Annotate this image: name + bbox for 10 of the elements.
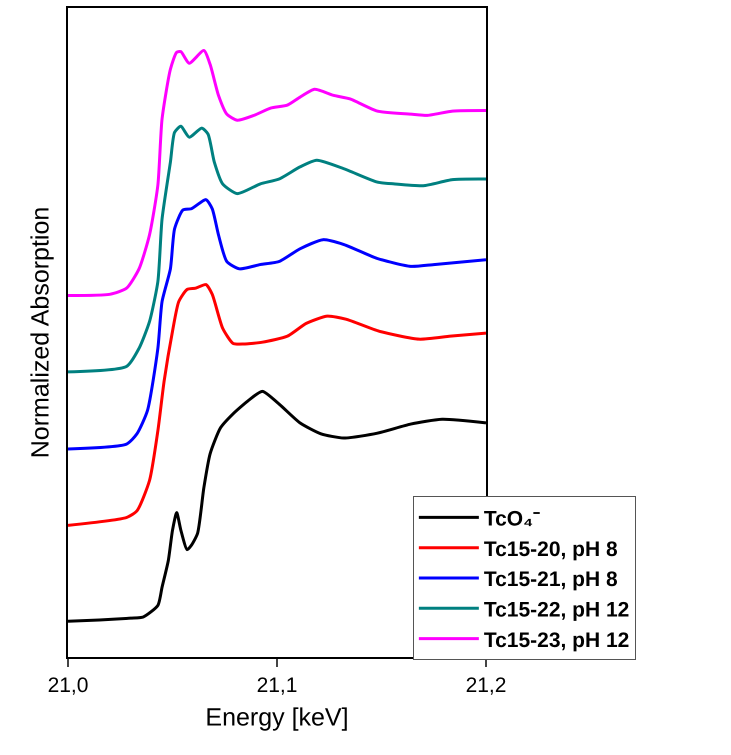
legend-label: TcO₄⁻: [484, 508, 540, 531]
x-tick-label: 21,2: [466, 674, 506, 698]
x-axis-title: Energy [keV]: [205, 704, 349, 732]
legend-label: Tc15-22, pH 12: [484, 598, 630, 622]
x-tick-label: 21,1: [256, 674, 298, 698]
legend-label: Tc15-20, pH 8: [484, 538, 618, 561]
legend-label: Tc15-21, pH 8: [484, 568, 618, 592]
legend-label: Tc15-23, pH 12: [484, 628, 630, 652]
x-tick-label: 21,0: [48, 674, 88, 698]
y-axis-title: Normalized Absorption: [26, 206, 54, 458]
